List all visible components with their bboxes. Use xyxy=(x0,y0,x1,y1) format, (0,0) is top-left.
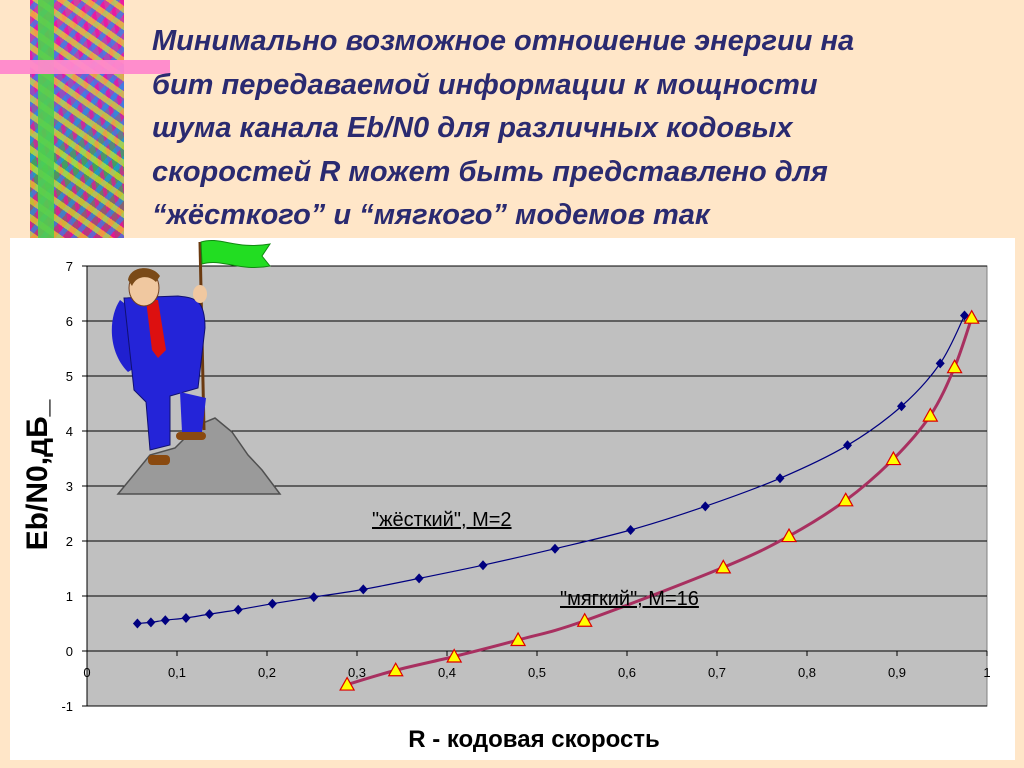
x-tick-label: 0,9 xyxy=(888,665,906,680)
y-tick-label: 2 xyxy=(66,534,73,549)
decorative-bar-vertical xyxy=(38,0,54,238)
climber-body xyxy=(123,295,206,451)
y-tick-label: 0 xyxy=(66,644,73,659)
x-tick-label: 0,5 xyxy=(528,665,546,680)
series-markers xyxy=(132,309,980,691)
data-point-diamond xyxy=(700,501,710,512)
x-tick-label: 0,6 xyxy=(618,665,636,680)
data-point-triangle xyxy=(339,676,356,691)
y-tick-label: -1 xyxy=(61,699,73,714)
x-tick-label: 0,1 xyxy=(168,665,186,680)
data-point-diamond xyxy=(160,615,170,626)
data-point-triangle xyxy=(510,631,527,647)
data-point-diamond xyxy=(935,358,945,369)
data-point-diamond xyxy=(132,618,142,629)
data-point-diamond xyxy=(204,609,214,620)
x-tick-label: 0 xyxy=(83,665,90,680)
data-point-triangle xyxy=(387,662,404,677)
data-point-diamond xyxy=(358,584,368,595)
x-tick-label: 1 xyxy=(983,665,990,680)
x-tick-label: 0,8 xyxy=(798,665,816,680)
data-point-diamond xyxy=(626,525,636,535)
y-tick-label: 5 xyxy=(66,369,73,384)
data-point-diamond xyxy=(181,613,191,623)
x-axis-label: R - кодовая скорость xyxy=(408,726,660,753)
data-point-diamond xyxy=(960,310,969,321)
data-point-diamond xyxy=(233,604,243,615)
climber-tie xyxy=(146,300,166,358)
data-point-triangle xyxy=(837,492,854,507)
series-label-hard: "жёсткий", M=2 xyxy=(372,509,512,531)
x-tick-label: 0,4 xyxy=(438,665,456,680)
data-point-triangle xyxy=(922,407,939,422)
climber-hair xyxy=(128,268,160,286)
data-point-diamond xyxy=(550,543,560,554)
data-point-diamond xyxy=(897,401,906,412)
climber-hand xyxy=(193,285,207,303)
rock-shape xyxy=(116,417,282,495)
climber-illustration xyxy=(111,240,282,495)
data-point-triangle xyxy=(885,450,902,466)
y-tick-label: 6 xyxy=(66,314,73,329)
data-point-diamond xyxy=(843,440,852,451)
y-tick-label: 1 xyxy=(66,589,73,604)
data-point-triangle xyxy=(715,559,732,574)
decorative-bar-horizontal xyxy=(0,60,170,74)
data-point-triangle xyxy=(780,527,798,543)
data-point-diamond xyxy=(146,617,156,628)
x-tick-labels: 0 0,1 0,2 0,3 0,4 0,5 0,6 0,7 0,8 0,9 1 xyxy=(83,651,991,680)
climber-shoe-left xyxy=(148,455,170,465)
y-tick-label: 4 xyxy=(66,424,73,439)
y-axis-label: Eb/N0,дБ_ xyxy=(21,399,54,550)
climber-shoe-right xyxy=(176,432,206,440)
series-label-soft: "мягкий", M=16 xyxy=(560,588,699,610)
climber-raised-leg xyxy=(180,392,206,432)
data-point-triangle xyxy=(963,309,980,324)
data-point-diamond xyxy=(309,592,319,603)
data-point-triangle xyxy=(946,358,963,374)
data-point-diamond xyxy=(775,473,785,484)
data-point-diamond xyxy=(267,598,277,609)
y-tick-labels: -1 0 1 2 3 4 5 6 7 xyxy=(61,259,87,714)
data-point-triangle xyxy=(446,648,463,663)
flag-shape xyxy=(200,240,272,268)
x-tick-label: 0,7 xyxy=(708,665,726,680)
x-tick-label: 0,2 xyxy=(258,665,276,680)
data-point-diamond xyxy=(478,560,488,571)
x-tick-label: 0,3 xyxy=(348,665,366,680)
slide-title: Минимально возможное отношение энергии н… xyxy=(152,25,855,231)
y-tick-label: 7 xyxy=(66,259,73,274)
y-tick-label: 3 xyxy=(66,479,73,494)
data-point-diamond xyxy=(414,573,424,584)
data-point-triangle xyxy=(576,612,593,627)
